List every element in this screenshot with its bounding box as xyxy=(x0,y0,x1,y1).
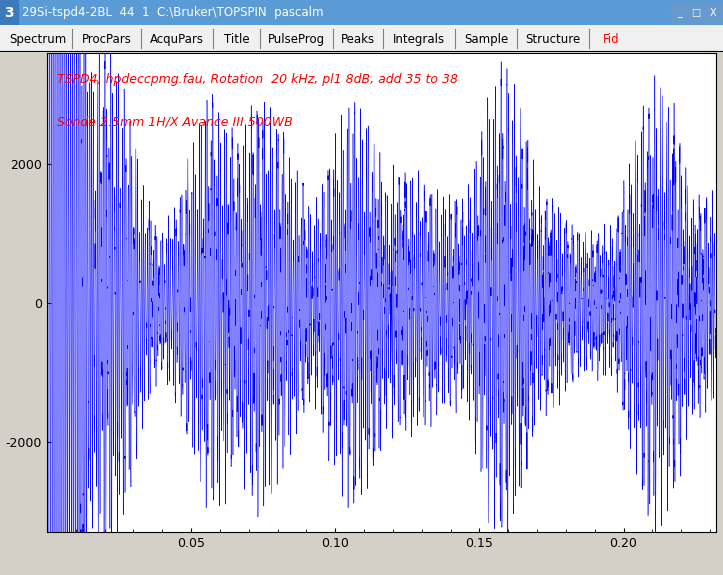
Text: PulseProg: PulseProg xyxy=(268,33,325,45)
Text: _: _ xyxy=(677,7,682,18)
Text: ProcPars: ProcPars xyxy=(82,33,132,45)
Text: Title: Title xyxy=(224,33,249,45)
Text: Sample: Sample xyxy=(464,33,508,45)
Bar xyxy=(0,0,18,25)
Bar xyxy=(704,2,722,23)
Text: AcquPars: AcquPars xyxy=(150,33,204,45)
Text: □: □ xyxy=(692,7,701,18)
Bar xyxy=(688,2,705,23)
Text: 3: 3 xyxy=(4,6,14,20)
Text: TSPD4, hpdeccpmg.fau, Rotation  20 kHz, pl1 8dB, add 35 to 38: TSPD4, hpdeccpmg.fau, Rotation 20 kHz, p… xyxy=(57,72,458,86)
Text: Peaks: Peaks xyxy=(341,33,375,45)
Text: Integrals: Integrals xyxy=(393,33,445,45)
Text: Spectrum: Spectrum xyxy=(9,33,67,45)
Bar xyxy=(671,2,688,23)
Text: Fid: Fid xyxy=(603,33,619,45)
Text: 29Si-tspd4-2BL  44  1  C:\Bruker\TOPSPIN  pascalm: 29Si-tspd4-2BL 44 1 C:\Bruker\TOPSPIN pa… xyxy=(22,6,323,19)
Text: X: X xyxy=(709,7,716,18)
Text: Sonde 2.5mm 1H/X Avance III 500WB: Sonde 2.5mm 1H/X Avance III 500WB xyxy=(57,116,293,129)
Text: Structure: Structure xyxy=(526,33,581,45)
